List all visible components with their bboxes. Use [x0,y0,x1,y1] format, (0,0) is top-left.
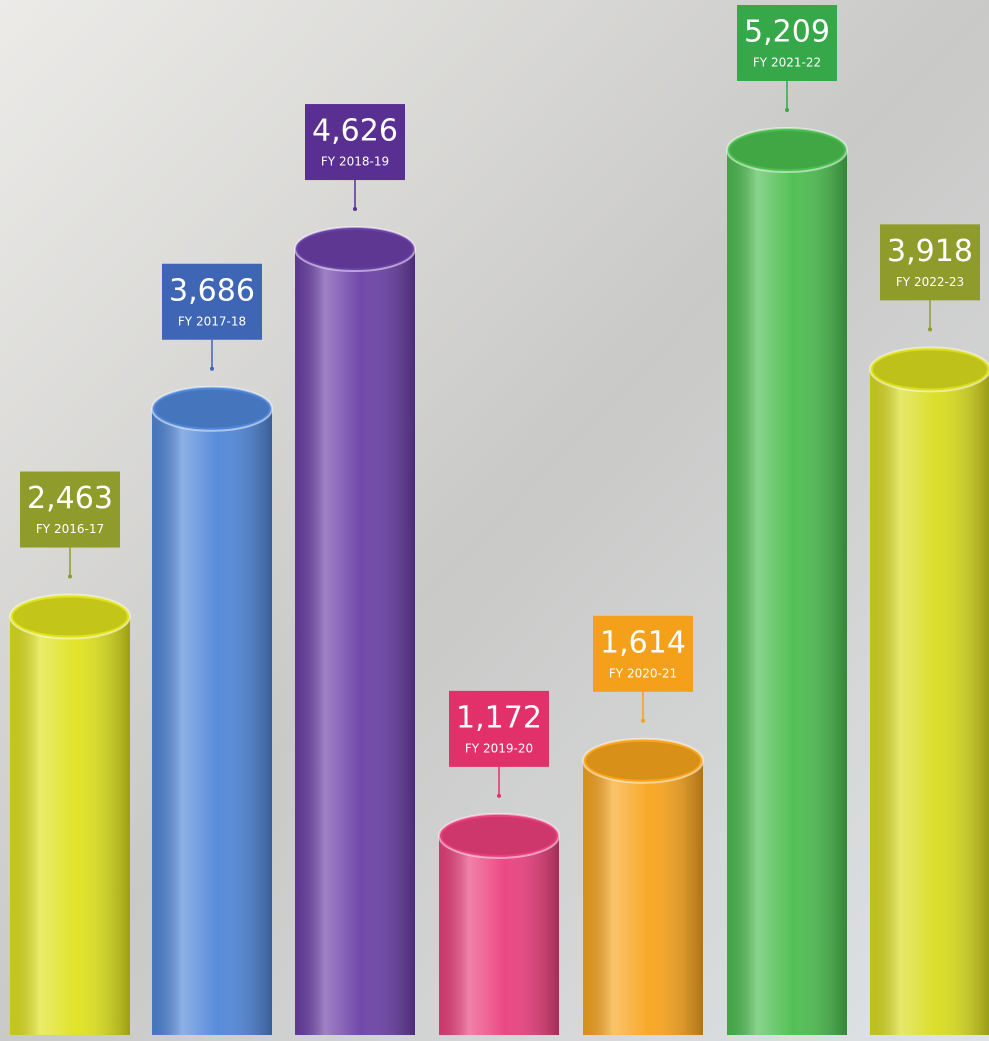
value-label: 2,463 [27,481,113,516]
value-label: 4,626 [312,114,398,149]
category-label: FY 2016-17 [36,522,104,536]
value-label: 3,686 [169,273,255,308]
category-label: FY 2019-20 [465,741,533,755]
category-label: FY 2018-19 [321,155,389,169]
bar-top-shade [298,230,412,268]
bar-top-shade [13,598,127,636]
bar-top-shade [873,350,987,388]
bar-shade [870,369,989,1035]
label-dot [210,367,214,371]
category-label: FY 2022-23 [896,275,964,289]
bar-shade [583,761,703,1035]
bar-shade [439,836,559,1035]
label-dot [497,794,501,798]
bar-shade [152,409,272,1035]
label-dot [68,575,72,579]
value-label: 1,172 [456,700,542,735]
chart: 2,463 FY 2016-17 3,686 FY 2017-18 4,626 FY 20… [0,0,989,1041]
bar-shade [727,150,847,1035]
bar-top-shade [155,390,269,428]
bar-shade [10,617,130,1035]
value-label: 5,209 [744,15,830,50]
category-label: FY 2020-21 [609,666,677,680]
bar-top-shade [586,742,700,780]
value-label: 1,614 [600,625,686,660]
bar-top-shade [442,817,556,855]
label-dot [353,207,357,211]
category-label: FY 2021-22 [753,56,821,70]
bar-top-shade [730,131,844,169]
label-dot [928,327,932,331]
bar-shade [295,249,415,1035]
label-dot [641,719,645,723]
label-dot [785,108,789,112]
value-label: 3,918 [887,234,973,269]
category-label: FY 2017-18 [178,314,246,328]
